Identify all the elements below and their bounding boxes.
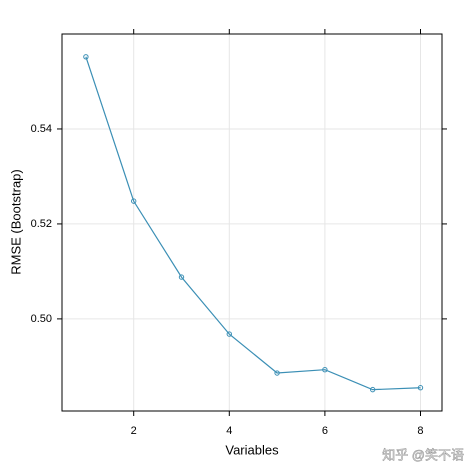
point: [130, 198, 137, 204]
watermark: 知乎 @笑不语: [382, 447, 464, 462]
x-axis-title: Variables: [225, 442, 279, 457]
x-tick-label: 4: [226, 425, 232, 437]
point: [417, 385, 424, 391]
point: [178, 274, 185, 280]
plot-frame: [61, 33, 443, 412]
point: [369, 386, 376, 393]
point: [83, 54, 89, 60]
y-tick-label: 0.52: [31, 218, 52, 230]
point: [274, 370, 280, 376]
y-axis-title: RMSE (Bootstrap): [8, 169, 23, 274]
y-tick-label: 0.50: [31, 313, 52, 325]
x-tick-label: 8: [417, 425, 423, 437]
y-tick-label: 0.54: [31, 123, 52, 135]
x-tick-label: 6: [322, 425, 328, 437]
point: [322, 366, 328, 373]
point: [226, 331, 232, 337]
x-tick-label: 2: [131, 425, 137, 437]
line: [85, 56, 421, 391]
